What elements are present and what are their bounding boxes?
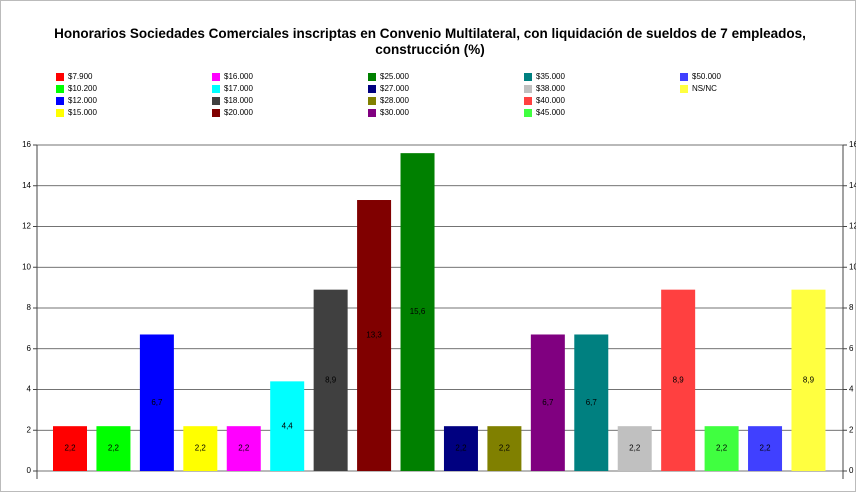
bar xyxy=(357,200,392,471)
value-label: 2,2 xyxy=(629,444,641,453)
y-tick-label: 8 xyxy=(27,303,32,312)
legend-swatch xyxy=(56,97,64,105)
y-tick-label: 4 xyxy=(27,385,32,394)
bar xyxy=(748,426,783,471)
legend-label: $10.200 xyxy=(68,84,97,93)
value-label: 2,2 xyxy=(759,444,771,453)
legend-label: $25.000 xyxy=(380,72,409,81)
value-label: 8,9 xyxy=(325,375,337,384)
legend-label: $35.000 xyxy=(536,72,565,81)
bar xyxy=(443,426,478,471)
bar xyxy=(53,426,87,471)
legend-swatch xyxy=(680,73,688,81)
legend-swatch xyxy=(368,85,376,93)
value-label: 2,2 xyxy=(195,444,207,453)
legend-label: $50.000 xyxy=(692,72,721,81)
legend-swatch xyxy=(212,109,220,117)
legend-label: $28.000 xyxy=(380,96,409,105)
value-label: 13,3 xyxy=(366,331,382,340)
legend-label: $45.000 xyxy=(536,108,565,117)
value-label: 8,9 xyxy=(673,375,685,384)
value-label: 2,2 xyxy=(455,444,467,453)
legend-label: $15.000 xyxy=(68,108,97,117)
legend-label: $30.000 xyxy=(380,108,409,117)
value-label: 15,6 xyxy=(410,307,426,316)
legend-label: $7.900 xyxy=(68,72,93,81)
legend-swatch xyxy=(368,73,376,81)
legend-swatch xyxy=(368,109,376,117)
value-label: 2,2 xyxy=(108,444,120,453)
y2-tick-label: 6 xyxy=(849,344,854,353)
y2-tick-label: 16 xyxy=(849,140,856,149)
y2-tick-label: 4 xyxy=(849,385,854,394)
legend-swatch xyxy=(56,73,64,81)
y2-tick-label: 12 xyxy=(849,222,856,231)
y-tick-label: 0 xyxy=(27,466,32,475)
y-tick-label: 10 xyxy=(22,262,31,271)
legend-swatch xyxy=(56,109,64,117)
value-label: 2,2 xyxy=(238,444,250,453)
y-tick-label: 12 xyxy=(22,222,31,231)
y-tick-label: 6 xyxy=(27,344,32,353)
legend-label: $17.000 xyxy=(224,84,253,93)
legend-swatch xyxy=(524,73,532,81)
bar xyxy=(400,153,435,471)
value-label: 6,7 xyxy=(586,398,598,407)
y-tick-label: 2 xyxy=(27,425,32,434)
legend-label: $40.000 xyxy=(536,96,565,105)
legend-swatch xyxy=(212,85,220,93)
bar xyxy=(96,426,131,471)
legend-swatch xyxy=(524,85,532,93)
bar xyxy=(530,334,565,471)
value-label: 4,4 xyxy=(282,421,294,430)
legend-swatch xyxy=(212,97,220,105)
y-tick-label: 14 xyxy=(22,181,31,190)
bar xyxy=(270,381,305,471)
legend-label: $18.000 xyxy=(224,96,253,105)
bar xyxy=(791,289,826,471)
y2-tick-label: 0 xyxy=(849,466,854,475)
y-tick-label: 16 xyxy=(22,140,31,149)
y2-tick-label: 2 xyxy=(849,425,854,434)
legend-label: $16.000 xyxy=(224,72,253,81)
bar xyxy=(226,426,261,471)
legend-swatch xyxy=(368,97,376,105)
value-label: 6,7 xyxy=(542,398,554,407)
legend-label: NS/NC xyxy=(692,84,717,93)
bar xyxy=(183,426,218,471)
bar xyxy=(574,334,609,471)
legend-label: $20.000 xyxy=(224,108,253,117)
legend-swatch xyxy=(680,85,688,93)
y2-tick-label: 10 xyxy=(849,262,856,271)
value-label: 6,7 xyxy=(151,398,163,407)
value-label: 2,2 xyxy=(64,444,76,453)
bar xyxy=(617,426,652,471)
y2-tick-label: 14 xyxy=(849,181,856,190)
legend-swatch xyxy=(212,73,220,81)
bar xyxy=(661,289,696,471)
value-label: 2,2 xyxy=(716,444,728,453)
legend-label: $12.000 xyxy=(68,96,97,105)
legend-swatch xyxy=(524,109,532,117)
legend-label: $38.000 xyxy=(536,84,565,93)
bar xyxy=(313,289,348,471)
chart-title: Honorarios Sociedades Comerciales inscri… xyxy=(54,26,806,57)
legend-swatch xyxy=(56,85,64,93)
bar xyxy=(139,334,174,471)
legend-swatch xyxy=(524,97,532,105)
bar xyxy=(704,426,739,471)
value-label: 8,9 xyxy=(803,375,815,384)
value-label: 2,2 xyxy=(499,444,511,453)
y2-tick-label: 8 xyxy=(849,303,854,312)
bar xyxy=(487,426,522,471)
legend-label: $27.000 xyxy=(380,84,409,93)
